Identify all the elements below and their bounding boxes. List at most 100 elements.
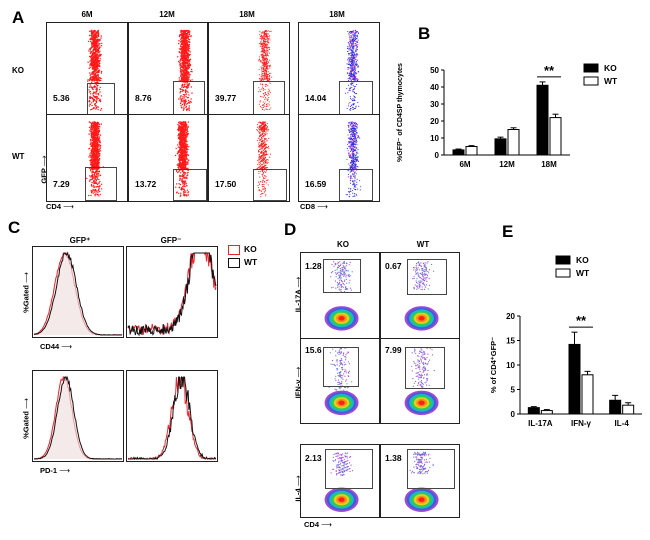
scatter-events <box>258 30 273 111</box>
x-tick-label: 6M <box>459 160 470 169</box>
d-value-il17a-wt: 0.67 <box>385 261 402 271</box>
wt-curve <box>127 252 217 337</box>
bar-wt-IL-4 <box>622 404 635 415</box>
scatter-events <box>87 29 103 112</box>
y-tick-label: 10 <box>506 361 515 370</box>
wt-curve <box>33 375 122 460</box>
gate <box>323 259 361 293</box>
c-histogram-cd44-gfp-pos <box>32 246 124 338</box>
a-x-axis-cd4: CD4 ⟶ <box>46 202 74 211</box>
x-tick-label: IL-17A <box>528 419 553 428</box>
c-y-axis-top: %Gated ⟶ <box>21 272 31 313</box>
x-tick-label: IFN-γ <box>571 419 592 428</box>
legend-label-wt: WT <box>604 76 618 86</box>
x-tick-label: 18M <box>541 160 557 169</box>
panel-c-label: C <box>8 218 21 237</box>
c-histogram-pd1-gfp-pos <box>32 370 124 462</box>
bar-ko-IL-17A <box>527 407 540 415</box>
density-events <box>404 261 439 331</box>
gate <box>325 449 373 489</box>
y-tick-label: 15 <box>506 337 515 346</box>
gate <box>405 347 445 389</box>
y-tick-label: 20 <box>430 117 439 126</box>
a-header-6m: 6M <box>81 10 93 19</box>
bar-wt-6M <box>465 146 478 156</box>
significance-label: ** <box>544 63 555 78</box>
panel-d-label: D <box>284 220 297 239</box>
density-events <box>404 347 439 416</box>
bar-ko-IL-4 <box>609 399 622 415</box>
wt-curve <box>128 376 217 460</box>
y-axis-label: %GFP⁻ of CD4SP thymocytes <box>397 63 404 162</box>
bar-wt-IL-17A <box>540 410 553 415</box>
a-header-18m: 18M <box>239 10 255 19</box>
a-plot-ko-12m: 8.76 <box>128 22 208 116</box>
a-value-ko-18m-cd8: 14.04 <box>305 93 327 103</box>
panel-e-label: E <box>502 222 514 241</box>
d-x-axis-cd4: CD4 ⟶ <box>304 520 332 529</box>
d-plot-il4-wt: 1.38 <box>380 444 460 518</box>
c-legend: KO WT <box>228 244 257 268</box>
density-events <box>404 451 439 512</box>
density-events <box>324 452 359 512</box>
scatter-events <box>86 121 104 197</box>
x-tick-label: 12M <box>499 160 515 169</box>
y-tick-label: 0 <box>435 151 440 160</box>
gate <box>253 81 285 115</box>
gate <box>407 259 447 295</box>
bar-ko-6M <box>452 149 465 156</box>
y-tick-label: 50 <box>430 66 439 75</box>
a-header-12m: 12M <box>159 10 175 19</box>
c-header-gfp-pos: GFP⁺ <box>69 236 91 245</box>
a-x-axis-cd8: CD8 ⟶ <box>300 202 328 211</box>
c-x-axis-cd44: CD44 ⟶ <box>40 342 73 351</box>
y-tick-label: 5 <box>511 386 516 395</box>
a-row-ko: KO <box>12 66 24 75</box>
a-plot-ko-18m: 39.77 <box>208 22 290 116</box>
y-axis-label: % of CD4⁺GFP⁻ <box>489 337 498 393</box>
a-header-18m-cd8: 18M <box>329 10 345 19</box>
gate <box>339 169 373 201</box>
bar-ko-12M <box>494 138 507 156</box>
a-row-wt: WT <box>12 152 25 161</box>
a-plot-wt-12m: 13.72 <box>128 114 208 202</box>
gate <box>253 169 287 201</box>
histogram-frame <box>126 246 218 338</box>
a-plot-wt-6m: 7.29 <box>46 114 128 202</box>
d-plot-il17a-ko: 1.28 <box>300 252 380 340</box>
scatter-events <box>256 121 272 198</box>
gate <box>323 347 359 387</box>
d-header-ko: KO <box>337 240 349 249</box>
d-value-il17a-ko: 1.28 <box>305 261 322 271</box>
d-value-ifng-wt: 7.99 <box>385 345 402 355</box>
histogram-frame <box>126 370 218 462</box>
bar-wt-18M <box>549 117 562 156</box>
y-tick-label: 20 <box>506 312 515 321</box>
a-plot-wt-18m: 17.50 <box>208 114 290 202</box>
panel-b-label: B <box>418 24 431 43</box>
scatter-events <box>177 29 193 112</box>
y-tick-label: 30 <box>430 100 439 109</box>
d-value-il4-wt: 1.38 <box>385 453 402 463</box>
density-events <box>324 347 359 416</box>
a-value-wt-18m: 17.50 <box>215 179 237 189</box>
chart-e: 0 5 10 15 20 % of CD4⁺GFP⁻ IL-17A IFN-γ ** IL-4 KO… <box>489 255 642 428</box>
c-histogram-cd44-gfp-neg <box>126 246 218 338</box>
d-plot-ifng-wt: 7.99 <box>380 338 460 424</box>
a-plot-ko-6m: 5.36 <box>46 22 128 116</box>
gate <box>85 167 117 201</box>
d-plot-ifng-ko: 15.6 <box>300 338 380 424</box>
scatter-events <box>174 121 190 197</box>
gate <box>407 449 455 489</box>
bar-wt-IFN-γ <box>581 374 594 415</box>
gate <box>87 83 115 115</box>
a-value-wt-18m-cd8: 16.59 <box>305 179 327 189</box>
a-plot-ko-18m-cd8: 14.04 <box>298 22 380 116</box>
gate <box>339 81 373 115</box>
legend-swatch-ko <box>583 63 599 73</box>
c-legend-wt: WT <box>228 257 257 268</box>
c-histogram-pd1-gfp-neg <box>126 370 218 462</box>
bar-ko-IFN-γ <box>568 343 581 415</box>
y-tick-label: 40 <box>430 83 439 92</box>
c-legend-ko: KO <box>228 244 257 255</box>
